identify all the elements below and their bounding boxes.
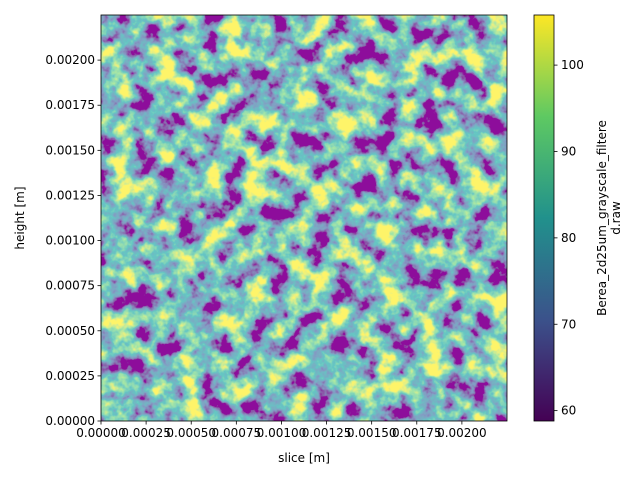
colorbar-tick-label: 60	[561, 404, 576, 418]
y-tick-label: 0.00050	[45, 324, 95, 338]
y-tick-label: 0.00125	[45, 188, 95, 202]
x-tick-label: 0.00050	[166, 426, 216, 440]
x-tick-label: 0.00025	[121, 426, 171, 440]
colorbar-tick-label: 80	[561, 231, 576, 245]
x-tick-label: 0.00000	[76, 426, 126, 440]
heatmap-image	[101, 15, 507, 421]
x-tick-label: 0.00200	[437, 426, 487, 440]
colorbar-tick-label: 70	[561, 317, 576, 331]
colorbar-tick-label: 90	[561, 144, 576, 158]
colorbar	[533, 14, 555, 422]
y-tick-label: 0.00175	[45, 98, 95, 112]
y-tick-label: 0.00200	[45, 53, 95, 67]
colorbar-label: d.raw	[609, 201, 623, 235]
x-tick-label: 0.00100	[257, 426, 307, 440]
y-tick-label: 0.00000	[45, 414, 95, 428]
colorbar-tick-label: 100	[561, 58, 584, 72]
x-tick-label: 0.00150	[347, 426, 397, 440]
y-tick-label: 0.00100	[45, 234, 95, 248]
x-axis-label: slice [m]	[278, 451, 330, 465]
x-tick-label: 0.00075	[212, 426, 262, 440]
y-tick-label: 0.00025	[45, 369, 95, 383]
y-tick-label: 0.00150	[45, 143, 95, 157]
y-axis-label: height [m]	[13, 186, 27, 249]
colorbar-label: Berea_2d25um_grayscale_filtere	[595, 120, 609, 316]
plot-frame	[100, 14, 508, 422]
x-tick-label: 0.00175	[392, 426, 442, 440]
x-tick-label: 0.00125	[302, 426, 352, 440]
y-tick-label: 0.00075	[45, 279, 95, 293]
